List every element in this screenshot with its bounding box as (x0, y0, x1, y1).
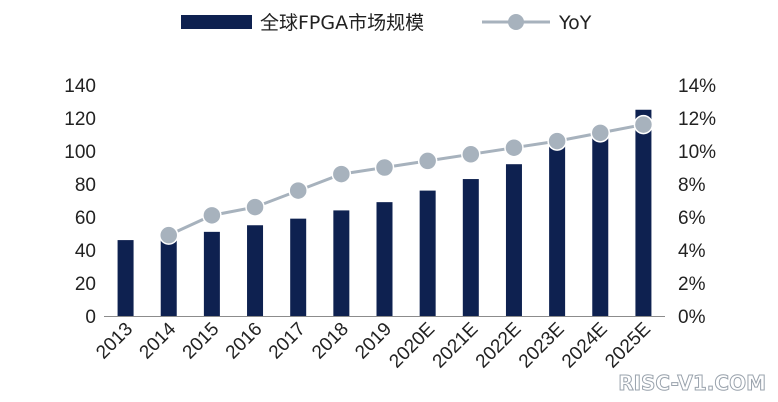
yoy-point-2016 (245, 197, 265, 217)
yoy-line-series (158, 114, 654, 245)
x-tick-label: 2022E (472, 319, 526, 373)
yoy-point-2018 (331, 164, 352, 184)
yoy-point-2015 (202, 205, 222, 226)
bar-2015 (203, 231, 220, 316)
bar-2013 (117, 240, 134, 316)
left-tick-label: 140 (64, 76, 96, 97)
x-tick-label: 2016 (222, 319, 267, 364)
left-tick-label: 40 (75, 241, 96, 262)
legend-bar-label: 全球FPGA市场规模 (260, 12, 424, 34)
x-tick-label: 2018 (308, 319, 353, 364)
right-tick-label: 0% (678, 307, 706, 328)
legend-line-marker (508, 14, 524, 30)
yoy-point-2014 (158, 225, 179, 245)
bar-2017 (290, 218, 307, 316)
x-tick-label: 2025E (601, 319, 655, 373)
yoy-point-2023E (547, 131, 567, 151)
watermark: RISC-V1.COM (618, 371, 766, 395)
bar-2018 (333, 210, 350, 316)
x-tick-label: 2021E (429, 319, 483, 373)
right-tick-label: 8% (678, 175, 706, 196)
bar-2024E (592, 127, 609, 317)
bar-2022E (505, 164, 522, 316)
yoy-point-2020E (417, 151, 438, 171)
bar-2019 (376, 202, 393, 316)
x-tick-label: 2020E (385, 319, 439, 373)
left-axis: 0 20 40 60 80 100 120 140 (64, 76, 96, 328)
left-tick-label: 60 (75, 208, 96, 229)
right-tick-label: 12% (678, 109, 716, 130)
right-tick-label: 2% (678, 274, 706, 295)
x-axis: 20132014201520162017201820192020E2021E20… (92, 318, 655, 372)
bar-2025E (635, 109, 652, 316)
x-tick-label: 2015 (179, 319, 224, 364)
right-axis: 0% 2% 4% 6% 8% 10% 12% 14% (678, 76, 716, 328)
yoy-point-2021E (461, 144, 481, 165)
bar-2014 (160, 235, 177, 316)
legend-bar-swatch (181, 15, 252, 29)
yoy-line (168, 123, 644, 237)
legend: 全球FPGA市场规模 YoY (181, 12, 592, 34)
right-tick-label: 4% (678, 241, 706, 262)
right-tick-label: 10% (678, 142, 716, 163)
left-tick-label: 0 (85, 307, 96, 328)
bar-2020E (419, 190, 436, 316)
yoy-point-2022E (504, 137, 524, 158)
yoy-point-2025E (633, 114, 654, 135)
left-tick-label: 100 (64, 142, 96, 163)
bar-series (117, 109, 652, 317)
yoy-point-2019 (374, 157, 395, 178)
x-tick-label: 2017 (265, 319, 310, 364)
right-tick-label: 6% (678, 208, 706, 229)
left-tick-label: 120 (64, 109, 96, 130)
x-tick-label: 2023E (515, 319, 569, 373)
left-tick-label: 80 (75, 175, 96, 196)
legend-line-label: YoY (558, 12, 592, 34)
bar-2016 (247, 225, 264, 316)
yoy-point-2017 (288, 180, 308, 201)
right-tick-label: 14% (678, 76, 716, 97)
bar-2021E (462, 179, 479, 316)
left-tick-label: 20 (75, 274, 96, 295)
bar-2023E (549, 144, 566, 316)
yoy-point-2024E (590, 123, 611, 143)
x-tick-label: 2013 (92, 319, 137, 364)
x-tick-label: 2014 (136, 318, 181, 363)
x-tick-label: 2024E (558, 319, 612, 373)
